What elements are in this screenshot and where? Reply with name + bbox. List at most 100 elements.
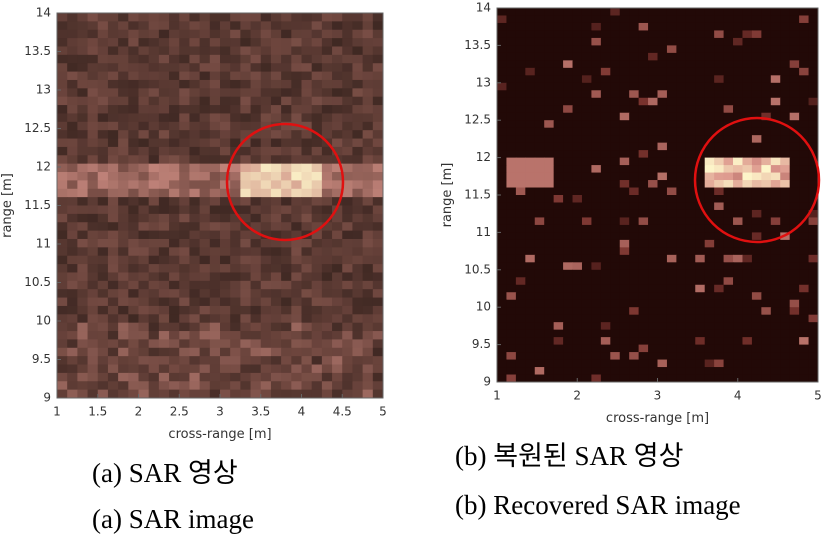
- image-cell: [600, 45, 611, 54]
- image-cell: [209, 331, 221, 340]
- image-cell: [138, 305, 150, 315]
- y-tick-label: 11: [36, 237, 51, 251]
- image-cell: [270, 272, 282, 282]
- image-cell: [638, 120, 649, 129]
- image-cell: [372, 138, 384, 148]
- image-cell: [591, 187, 602, 196]
- image-cell: [676, 97, 687, 106]
- image-cell: [220, 389, 231, 399]
- image-cell: [270, 238, 282, 248]
- image-cell: [629, 22, 640, 31]
- image-cell: [240, 305, 252, 315]
- image-cell: [230, 38, 241, 47]
- image-cell: [742, 75, 753, 84]
- image-cell: [209, 205, 221, 215]
- image-cell: [629, 187, 640, 196]
- image-cell: [572, 45, 583, 54]
- image-cell: [733, 67, 743, 76]
- image-cell: [761, 254, 772, 263]
- image-cell: [733, 232, 743, 241]
- image-cell: [695, 344, 706, 353]
- image-cell: [581, 105, 592, 114]
- image-cell: [534, 157, 545, 166]
- image-cell: [240, 222, 252, 232]
- image-cell: [619, 374, 630, 383]
- image-cell: [97, 29, 109, 39]
- image-cell: [311, 54, 323, 64]
- image-cell: [87, 230, 99, 240]
- image-cell: [87, 314, 99, 324]
- image-cell: [362, 138, 374, 148]
- image-cell: [676, 209, 687, 218]
- image-cell: [321, 305, 333, 315]
- image-cell: [657, 269, 668, 278]
- image-cell: [714, 15, 725, 24]
- image-cell: [525, 82, 536, 91]
- image-cell: [723, 127, 734, 136]
- image-cell: [281, 130, 292, 140]
- image-cell: [57, 389, 68, 399]
- image-cell: [591, 8, 602, 16]
- image-cell: [67, 88, 78, 98]
- image-cell: [666, 329, 677, 338]
- image-cell: [619, 254, 630, 263]
- image-cell: [118, 96, 129, 106]
- image-cell: [751, 120, 762, 129]
- image-cell: [751, 30, 762, 39]
- image-cell: [685, 202, 696, 211]
- image-cell: [97, 96, 109, 106]
- image-cell: [189, 364, 201, 374]
- image-cell: [714, 314, 725, 323]
- image-cell: [497, 127, 507, 136]
- image-cell: [770, 30, 781, 39]
- image-cell: [189, 205, 201, 215]
- image-cell: [138, 130, 150, 140]
- image-cell: [362, 21, 374, 31]
- image-cell: [638, 277, 649, 286]
- y-tick-label: 13.5: [464, 38, 491, 52]
- image-cell: [723, 217, 734, 226]
- image-cell: [799, 344, 810, 353]
- image-cell: [179, 205, 190, 215]
- image-cell: [572, 135, 583, 144]
- image-cell: [657, 359, 668, 368]
- image-cell: [352, 264, 364, 273]
- image-cell: [497, 172, 507, 181]
- image-cell: [270, 130, 282, 140]
- image-cell: [629, 67, 640, 76]
- image-cell: [751, 165, 762, 174]
- image-cell: [648, 157, 658, 166]
- image-cell: [515, 217, 526, 226]
- image-cell: [676, 254, 687, 263]
- image-cell: [118, 163, 129, 173]
- image-cell: [209, 138, 221, 148]
- image-cell: [581, 180, 592, 189]
- image-cell: [789, 292, 800, 301]
- image-cell: [67, 113, 78, 123]
- image-cell: [563, 224, 574, 233]
- image-cell: [240, 322, 252, 332]
- image-cell: [179, 280, 190, 290]
- image-cell: [362, 381, 374, 391]
- image-cell: [189, 21, 201, 31]
- image-cell: [209, 339, 221, 349]
- image-cell: [553, 75, 564, 84]
- image-cell: [657, 217, 668, 226]
- image-cell: [169, 372, 180, 382]
- image-cell: [742, 67, 753, 76]
- image-cell: [230, 381, 241, 391]
- image-cell: [189, 63, 201, 73]
- image-cell: [291, 79, 302, 89]
- image-cell: [751, 217, 762, 226]
- image-cell: [270, 21, 282, 31]
- image-cell: [685, 307, 696, 316]
- image-cell: [138, 381, 150, 391]
- image-cell: [321, 389, 333, 399]
- image-cell: [515, 359, 526, 368]
- image-cell: [733, 135, 743, 144]
- image-cell: [138, 339, 150, 349]
- image-cell: [581, 247, 592, 256]
- image-cell: [591, 135, 602, 144]
- image-cell: [600, 307, 611, 316]
- image-cell: [666, 359, 677, 368]
